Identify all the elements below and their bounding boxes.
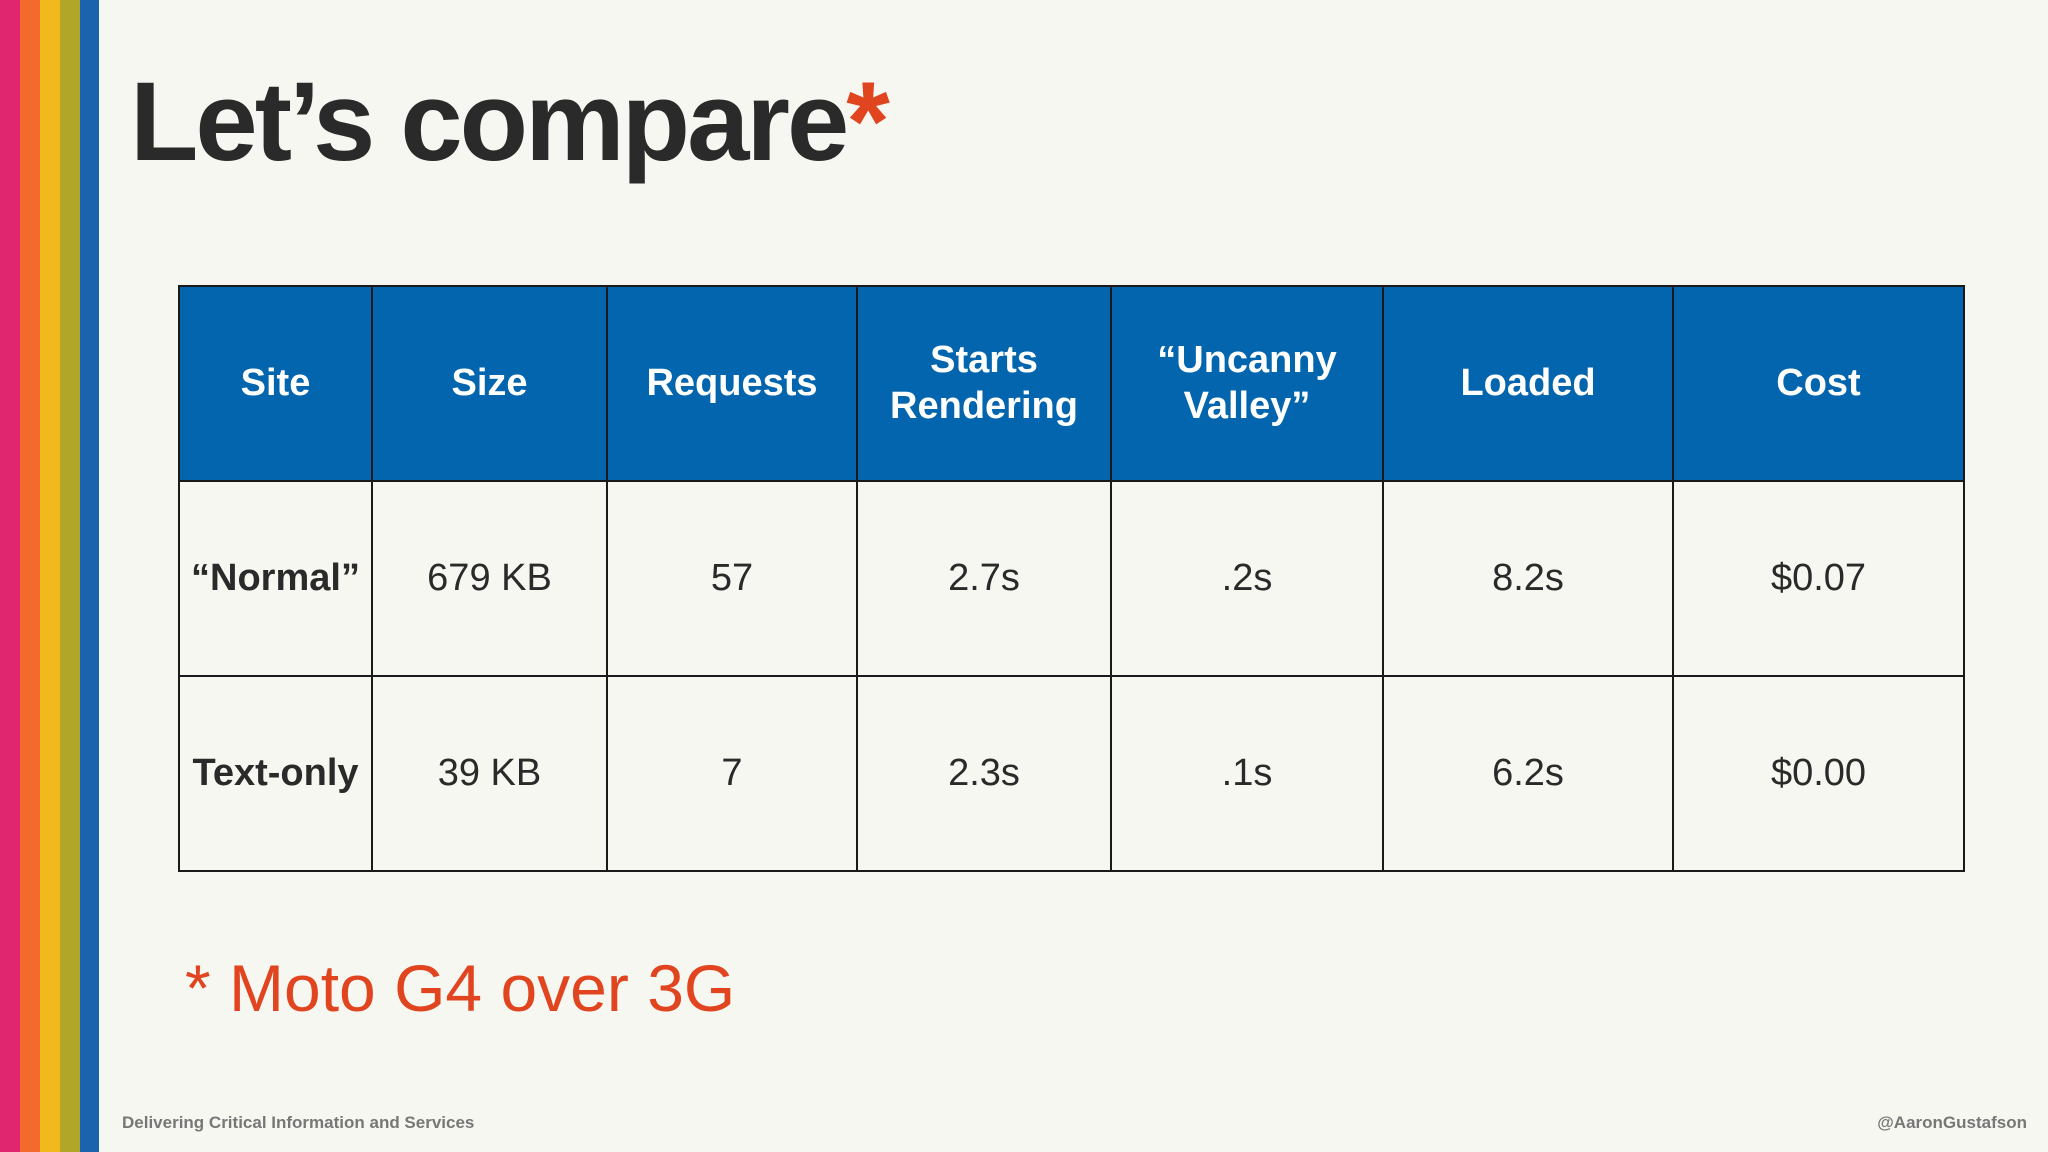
cell-site: Text-only (178, 675, 373, 872)
cell-site: “Normal” (178, 480, 373, 677)
header-loaded: Loaded (1382, 285, 1674, 482)
header-site: Site (178, 285, 373, 482)
header-starts-rendering: Starts Rendering (856, 285, 1112, 482)
slide-title-text: Let’s compare (130, 59, 849, 184)
header-cost: Cost (1672, 285, 1965, 482)
cell-size: 39 KB (371, 675, 608, 872)
cell-starts-rendering: 2.7s (856, 480, 1112, 677)
stripe-olive (60, 0, 80, 1152)
table-row: Text-only 39 KB 7 2.3s .1s 6.2s $0.00 (178, 675, 1965, 872)
cell-cost: $0.07 (1672, 480, 1965, 677)
cell-requests: 7 (606, 675, 858, 872)
cell-cost: $0.00 (1672, 675, 1965, 872)
cell-starts-rendering: 2.3s (856, 675, 1112, 872)
footer-handle: @AaronGustafson (1877, 1113, 2027, 1132)
cell-uncanny-valley: .1s (1110, 675, 1384, 872)
header-size: Size (371, 285, 608, 482)
header-uncanny-valley: “Uncanny Valley” (1110, 285, 1384, 482)
stripe-orange (20, 0, 40, 1152)
rainbow-stripes (0, 0, 99, 1152)
footer-talk-title: Delivering Critical Information and Serv… (122, 1113, 475, 1132)
cell-loaded: 8.2s (1382, 480, 1674, 677)
table-row: “Normal” 679 KB 57 2.7s .2s 8.2s $0.07 (178, 480, 1965, 677)
slide-title: Let’s compare* (130, 59, 890, 184)
stripe-pink (0, 0, 20, 1152)
header-requests: Requests (606, 285, 858, 482)
cell-requests: 57 (606, 480, 858, 677)
cell-loaded: 6.2s (1382, 675, 1674, 872)
title-asterisk: * (846, 59, 890, 184)
cell-uncanny-valley: .2s (1110, 480, 1384, 677)
comparison-table: Site Size Requests Starts Rendering “Unca… (178, 285, 1965, 872)
stripe-blue (80, 0, 99, 1152)
table-header-row: Site Size Requests Starts Rendering “Unca… (178, 285, 1965, 482)
stripe-yellow (40, 0, 60, 1152)
cell-size: 679 KB (371, 480, 608, 677)
footnote: * Moto G4 over 3G (185, 951, 736, 1025)
